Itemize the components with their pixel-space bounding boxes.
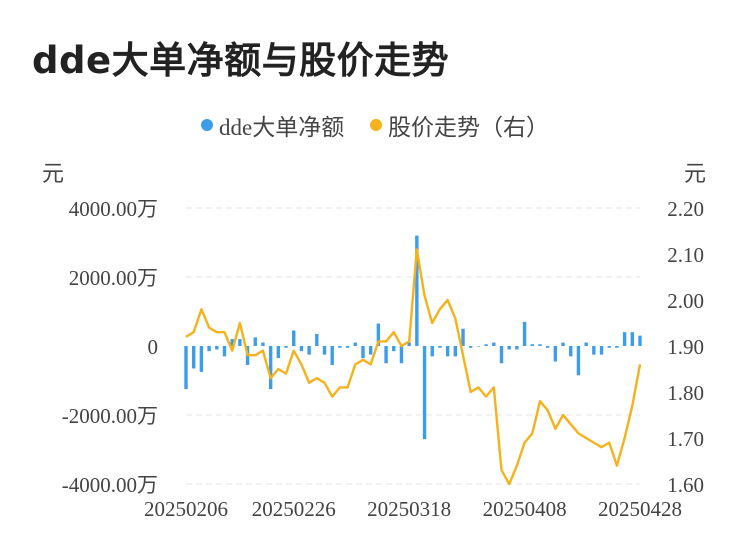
bar <box>222 346 227 357</box>
bar <box>345 346 350 348</box>
left-axis-tick-label: -2000.00万 <box>62 404 158 428</box>
bar <box>538 344 542 346</box>
bar <box>191 346 196 369</box>
bar <box>261 342 265 346</box>
bar <box>430 346 434 357</box>
bar <box>315 333 319 346</box>
legend-item-bar[interactable]: dde大单净额 <box>201 108 344 142</box>
bar <box>476 346 481 347</box>
bar <box>368 346 373 355</box>
right-axis-tick-label: 1.70 <box>667 427 704 451</box>
x-axis-tick-label: 20250226 <box>252 497 336 521</box>
bar <box>238 339 242 346</box>
bar <box>407 342 411 346</box>
bar <box>361 346 365 359</box>
bar <box>561 342 565 346</box>
x-axis-tick-label: 20250408 <box>483 497 567 521</box>
bar <box>422 346 427 440</box>
bar <box>438 346 442 348</box>
bar <box>184 346 188 390</box>
legend-label-line: 股价走势（右） <box>387 115 549 140</box>
bar <box>392 346 396 352</box>
bar <box>268 346 273 390</box>
bar <box>253 337 257 346</box>
bar <box>199 346 204 372</box>
bar <box>515 346 519 350</box>
bar <box>453 346 458 357</box>
x-axis-tick-label: 20250428 <box>598 497 682 521</box>
bar <box>599 346 604 355</box>
bar <box>299 346 304 352</box>
bar <box>415 235 419 346</box>
bar <box>215 346 219 350</box>
bar <box>284 346 288 348</box>
right-axis-tick-label: 1.80 <box>667 381 704 405</box>
right-axis-tick-label: 2.20 <box>667 197 704 221</box>
bar <box>292 330 296 346</box>
left-axis-tick-label: 4000.00万 <box>69 197 158 221</box>
bar <box>576 346 581 376</box>
bar <box>307 346 311 355</box>
bar <box>469 346 473 348</box>
legend: dde大单净额 股价走势（右） <box>0 108 750 142</box>
bar <box>492 342 496 346</box>
bar <box>376 323 381 346</box>
bar <box>207 346 211 352</box>
price-line <box>185 248 642 486</box>
bar <box>353 342 357 346</box>
bar <box>276 346 281 359</box>
bar <box>322 346 327 355</box>
chart-title: dde大单净额与股价走势 <box>32 39 450 82</box>
bar <box>638 335 642 346</box>
bar <box>384 346 388 364</box>
right-axis-tick-label: 2.00 <box>667 289 704 313</box>
bar <box>338 346 342 348</box>
bar <box>615 346 619 348</box>
bar <box>461 328 465 346</box>
bar <box>630 332 635 346</box>
bar <box>607 346 611 348</box>
right-axis-tick-label: 1.90 <box>667 335 704 359</box>
bar <box>569 346 573 357</box>
x-axis-tick-label: 20250318 <box>367 497 451 521</box>
right-axis-unit: 元 <box>684 161 707 186</box>
bar <box>484 344 488 346</box>
bar <box>553 346 558 362</box>
bar <box>545 346 550 348</box>
right-axis-tick-label: 1.60 <box>667 473 704 497</box>
legend-dot-bar <box>201 119 214 131</box>
bar <box>522 321 527 346</box>
bar <box>584 342 588 346</box>
legend-label-bar: dde大单净额 <box>219 115 345 140</box>
bar <box>330 346 334 365</box>
bar <box>622 332 627 346</box>
bar <box>399 346 404 364</box>
left-axis-tick-label: 2000.00万 <box>69 266 158 290</box>
bar <box>230 339 234 346</box>
left-axis-unit: 元 <box>42 161 65 186</box>
bar <box>445 346 450 357</box>
bar <box>499 346 504 364</box>
x-axis-tick-label: 20250206 <box>144 497 228 521</box>
left-axis-tick-label: -4000.00万 <box>62 473 158 497</box>
bar <box>530 344 534 346</box>
left-axis-tick-label: 0 <box>148 335 159 359</box>
right-axis-tick-label: 2.10 <box>667 243 704 267</box>
legend-dot-line <box>369 119 382 131</box>
bar <box>507 346 511 350</box>
bar <box>592 346 596 355</box>
legend-item-line[interactable]: 股价走势（右） <box>369 108 549 142</box>
